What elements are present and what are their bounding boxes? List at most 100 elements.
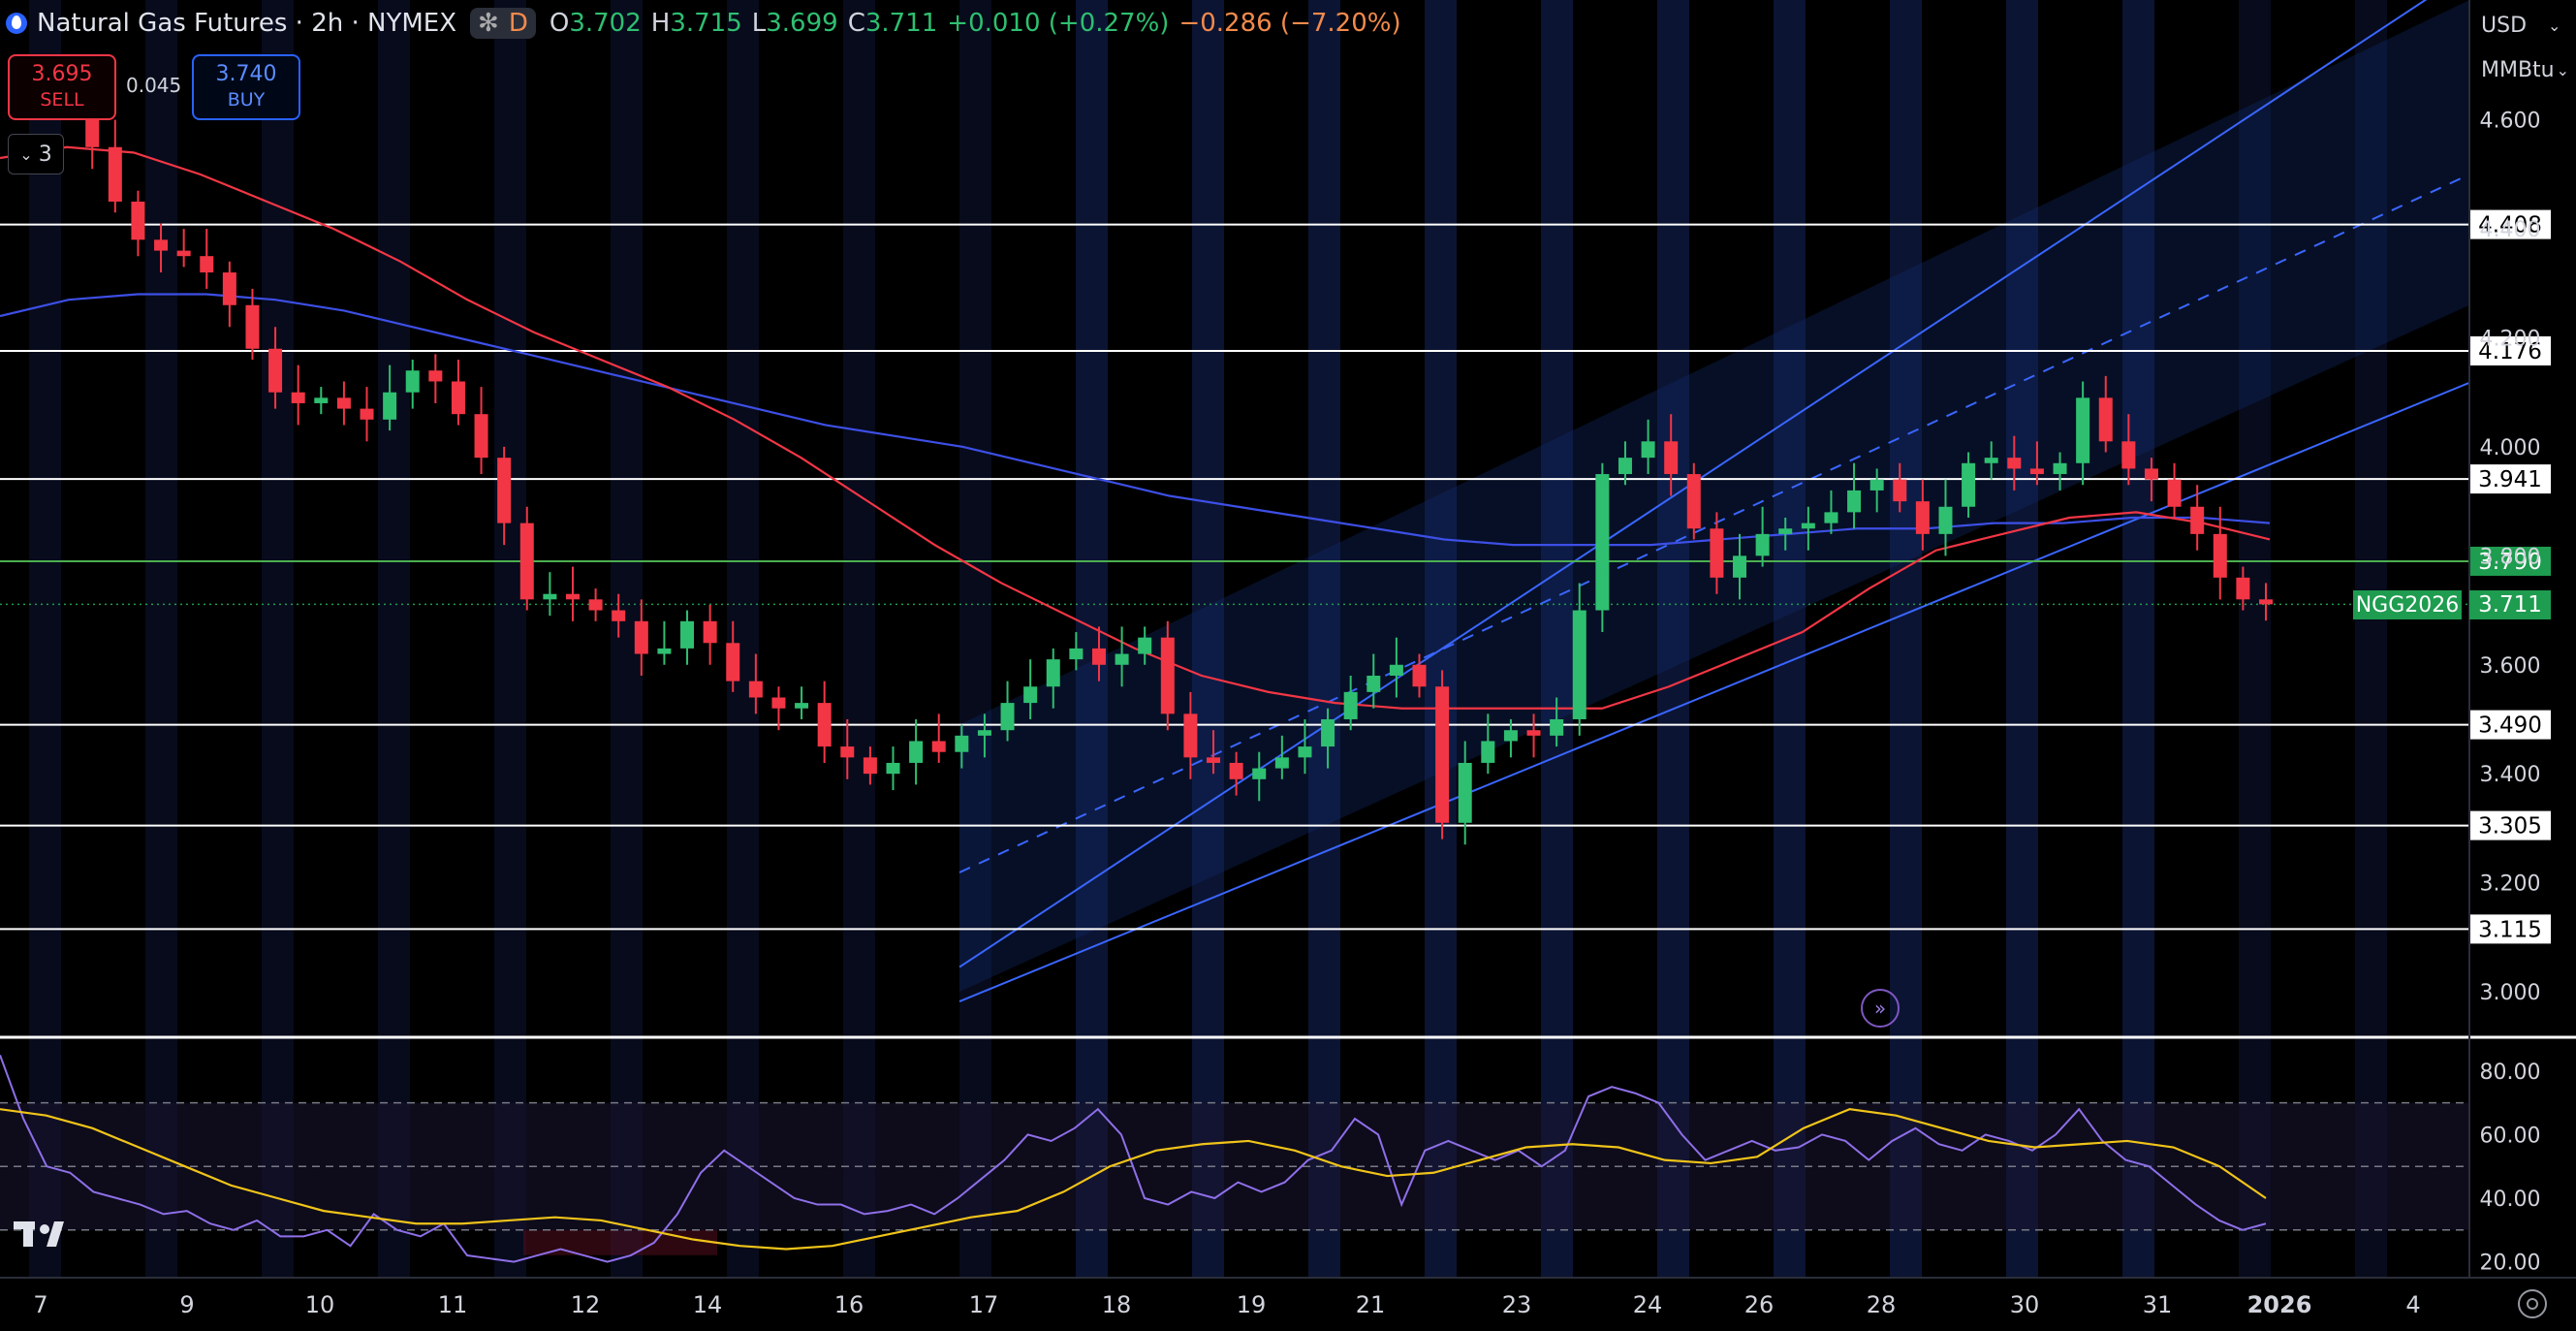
candle[interactable] [588, 599, 603, 611]
candle[interactable] [222, 272, 236, 305]
candle[interactable] [497, 458, 512, 523]
candle[interactable] [519, 523, 534, 600]
time-tick[interactable]: 23 [1502, 1291, 1532, 1318]
candle[interactable] [2190, 506, 2205, 534]
candle[interactable] [795, 703, 809, 709]
candle[interactable] [405, 370, 420, 393]
candle[interactable] [1252, 768, 1267, 779]
unit-selector[interactable]: MMBtu ⌄ [2473, 52, 2569, 87]
candle[interactable] [2007, 458, 2022, 469]
candle[interactable] [2144, 468, 2158, 480]
candle[interactable] [428, 370, 443, 382]
candle[interactable] [2236, 577, 2250, 600]
candle[interactable] [176, 250, 191, 257]
candle[interactable] [909, 741, 924, 763]
candle[interactable] [245, 304, 260, 349]
settings-button[interactable] [2518, 1289, 2547, 1318]
candle[interactable] [748, 681, 763, 698]
candle[interactable] [1115, 653, 1129, 665]
candle[interactable] [863, 757, 877, 775]
candle[interactable] [1229, 762, 1243, 779]
candle[interactable] [451, 381, 465, 415]
candle[interactable] [612, 610, 626, 621]
candle[interactable] [2029, 468, 2044, 475]
time-tick[interactable]: 24 [1633, 1291, 1663, 1318]
candle[interactable] [200, 256, 214, 273]
price-tick[interactable]: 4.600 [2480, 110, 2541, 134]
candle[interactable] [1710, 528, 1724, 578]
rsi-tick[interactable]: 60.00 [2480, 1124, 2541, 1148]
candles[interactable] [40, 59, 2273, 845]
candle[interactable] [1069, 648, 1084, 660]
candle[interactable] [680, 620, 695, 649]
candle[interactable] [1412, 664, 1427, 687]
price-tick[interactable]: 3.400 [2480, 763, 2541, 787]
tradingview-logo[interactable] [14, 1218, 76, 1251]
time-tick[interactable]: 11 [438, 1291, 468, 1318]
candle[interactable] [1046, 659, 1060, 687]
candle[interactable] [2053, 462, 2067, 475]
candle[interactable] [1367, 676, 1381, 692]
candle[interactable] [1824, 512, 1838, 523]
time-tick[interactable]: 14 [693, 1291, 723, 1318]
candle[interactable] [1160, 637, 1175, 714]
candle[interactable] [1550, 718, 1564, 736]
candle[interactable] [955, 735, 969, 752]
candle[interactable] [268, 348, 283, 393]
candle[interactable] [474, 414, 488, 459]
candle[interactable] [1869, 479, 1884, 491]
candle[interactable] [977, 730, 991, 736]
time-tick[interactable]: 18 [1102, 1291, 1132, 1318]
candle[interactable] [2121, 441, 2136, 469]
price-tick[interactable]: 3.600 [2480, 654, 2541, 679]
candle[interactable] [543, 593, 557, 600]
price-tick[interactable]: 4.400 [2480, 218, 2541, 242]
candle[interactable] [565, 593, 580, 600]
time-tick[interactable]: 17 [969, 1291, 999, 1318]
price-tick[interactable]: 3.800 [2480, 545, 2541, 569]
time-tick[interactable]: 31 [2143, 1291, 2173, 1318]
candle[interactable] [1458, 762, 1472, 823]
candle[interactable] [1091, 648, 1106, 665]
time-tick[interactable]: 19 [1237, 1291, 1267, 1318]
price-tick[interactable]: 4.000 [2480, 436, 2541, 460]
price-tick[interactable]: 4.200 [2480, 328, 2541, 352]
candle[interactable] [886, 762, 900, 775]
candle[interactable] [2098, 397, 2113, 442]
candle[interactable] [771, 697, 786, 709]
symbol-title[interactable]: Natural Gas Futures · 2h · NYMEX [37, 9, 457, 38]
candle[interactable] [1572, 610, 1586, 719]
candle[interactable] [1503, 730, 1518, 742]
time-tick[interactable]: 2026 [2247, 1291, 2312, 1318]
time-tick[interactable]: 30 [2010, 1291, 2040, 1318]
candle[interactable] [931, 741, 946, 752]
candle[interactable] [657, 648, 672, 654]
candle[interactable] [1641, 441, 1655, 459]
candle[interactable] [314, 397, 329, 403]
time-tick[interactable]: 16 [834, 1291, 864, 1318]
candle[interactable] [1915, 501, 1930, 534]
candle[interactable] [840, 746, 855, 758]
status-pill[interactable]: ✻ D [470, 8, 536, 39]
time-tick[interactable]: 7 [33, 1291, 47, 1318]
candle[interactable] [1481, 741, 1495, 763]
candle[interactable] [291, 392, 305, 403]
candle[interactable] [1733, 555, 1747, 578]
indicator-layers-toggle[interactable]: ⌄ 3 [8, 134, 64, 174]
candle[interactable] [1138, 637, 1152, 654]
candle[interactable] [817, 703, 832, 747]
price-tick[interactable]: 3.000 [2480, 981, 2541, 1005]
candle[interactable] [2076, 397, 2090, 463]
time-tick[interactable]: 4 [2405, 1291, 2420, 1318]
candle[interactable] [1207, 757, 1221, 763]
candle[interactable] [1595, 474, 1610, 611]
candle[interactable] [1389, 664, 1403, 677]
candle[interactable] [1618, 458, 1632, 475]
time-tick[interactable]: 10 [305, 1291, 335, 1318]
candle[interactable] [1343, 691, 1358, 719]
rsi-tick[interactable]: 40.00 [2480, 1188, 2541, 1212]
rsi-tick[interactable]: 20.00 [2480, 1252, 2541, 1276]
candle[interactable] [1847, 490, 1862, 513]
candle[interactable] [726, 643, 740, 681]
candle[interactable] [1435, 686, 1450, 823]
